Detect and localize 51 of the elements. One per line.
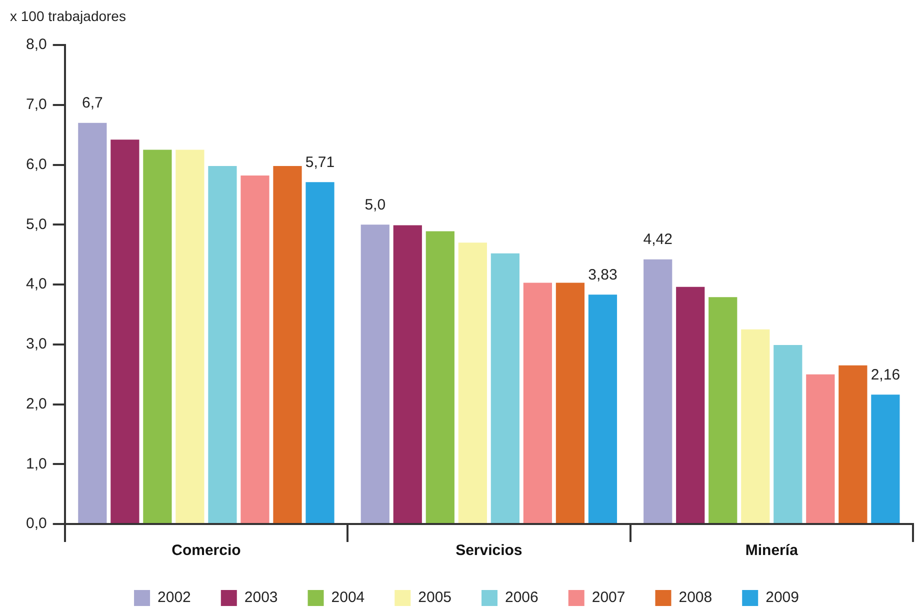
y-tick-label: 3,0 <box>26 336 47 353</box>
bar <box>240 176 270 523</box>
legend-label: 2007 <box>592 589 626 606</box>
bar <box>871 394 900 523</box>
data-label: 5,71 <box>305 154 335 171</box>
bar <box>676 286 705 523</box>
bar <box>458 242 487 523</box>
data-label: 2,16 <box>870 366 900 384</box>
y-axis-title: x 100 trabajadores <box>10 8 126 24</box>
y-tick-label: 2,0 <box>26 395 47 412</box>
bar <box>143 150 172 523</box>
data-label: 5,0 <box>364 196 386 214</box>
bar <box>306 182 334 523</box>
data-label: 3,83 <box>588 266 618 284</box>
bar <box>273 166 302 523</box>
data-label: 6,7 <box>82 94 103 112</box>
y-tick-label: 7,0 <box>26 96 47 114</box>
bar <box>644 259 672 523</box>
bar <box>708 297 738 523</box>
legend-label: 2004 <box>331 589 365 606</box>
legend-label: 2002 <box>158 589 191 606</box>
y-tick-label: 4,0 <box>26 276 47 293</box>
bar <box>176 150 204 523</box>
legend-label: 2003 <box>244 589 278 606</box>
bar <box>741 329 770 523</box>
bar <box>806 374 835 523</box>
bar <box>556 282 585 523</box>
legend-label: 2005 <box>418 589 452 606</box>
bar <box>208 166 237 523</box>
y-tick-label: 5,0 <box>26 216 47 233</box>
x-tick-label: Servicios <box>456 542 522 560</box>
bar <box>490 253 520 523</box>
data-label: 4,42 <box>643 230 672 248</box>
bar <box>426 231 454 523</box>
bar <box>838 365 868 523</box>
bar <box>393 225 422 523</box>
bar <box>360 224 390 523</box>
bar <box>523 282 552 523</box>
x-tick-label: Comercio <box>172 542 241 560</box>
bar <box>110 140 140 523</box>
legend-label: 2009 <box>766 589 799 606</box>
y-tick-label: 1,0 <box>26 455 47 472</box>
x-tick-label: Minería <box>745 542 799 560</box>
bar <box>78 122 107 523</box>
y-tick-label: 0,0 <box>26 515 47 532</box>
y-tick-label: 6,0 <box>26 156 47 173</box>
y-tick-label: 8,0 <box>26 36 47 54</box>
legend-label: 2006 <box>505 589 538 606</box>
legend-label: 2008 <box>678 589 712 606</box>
bar <box>588 294 618 523</box>
bar <box>774 344 802 523</box>
